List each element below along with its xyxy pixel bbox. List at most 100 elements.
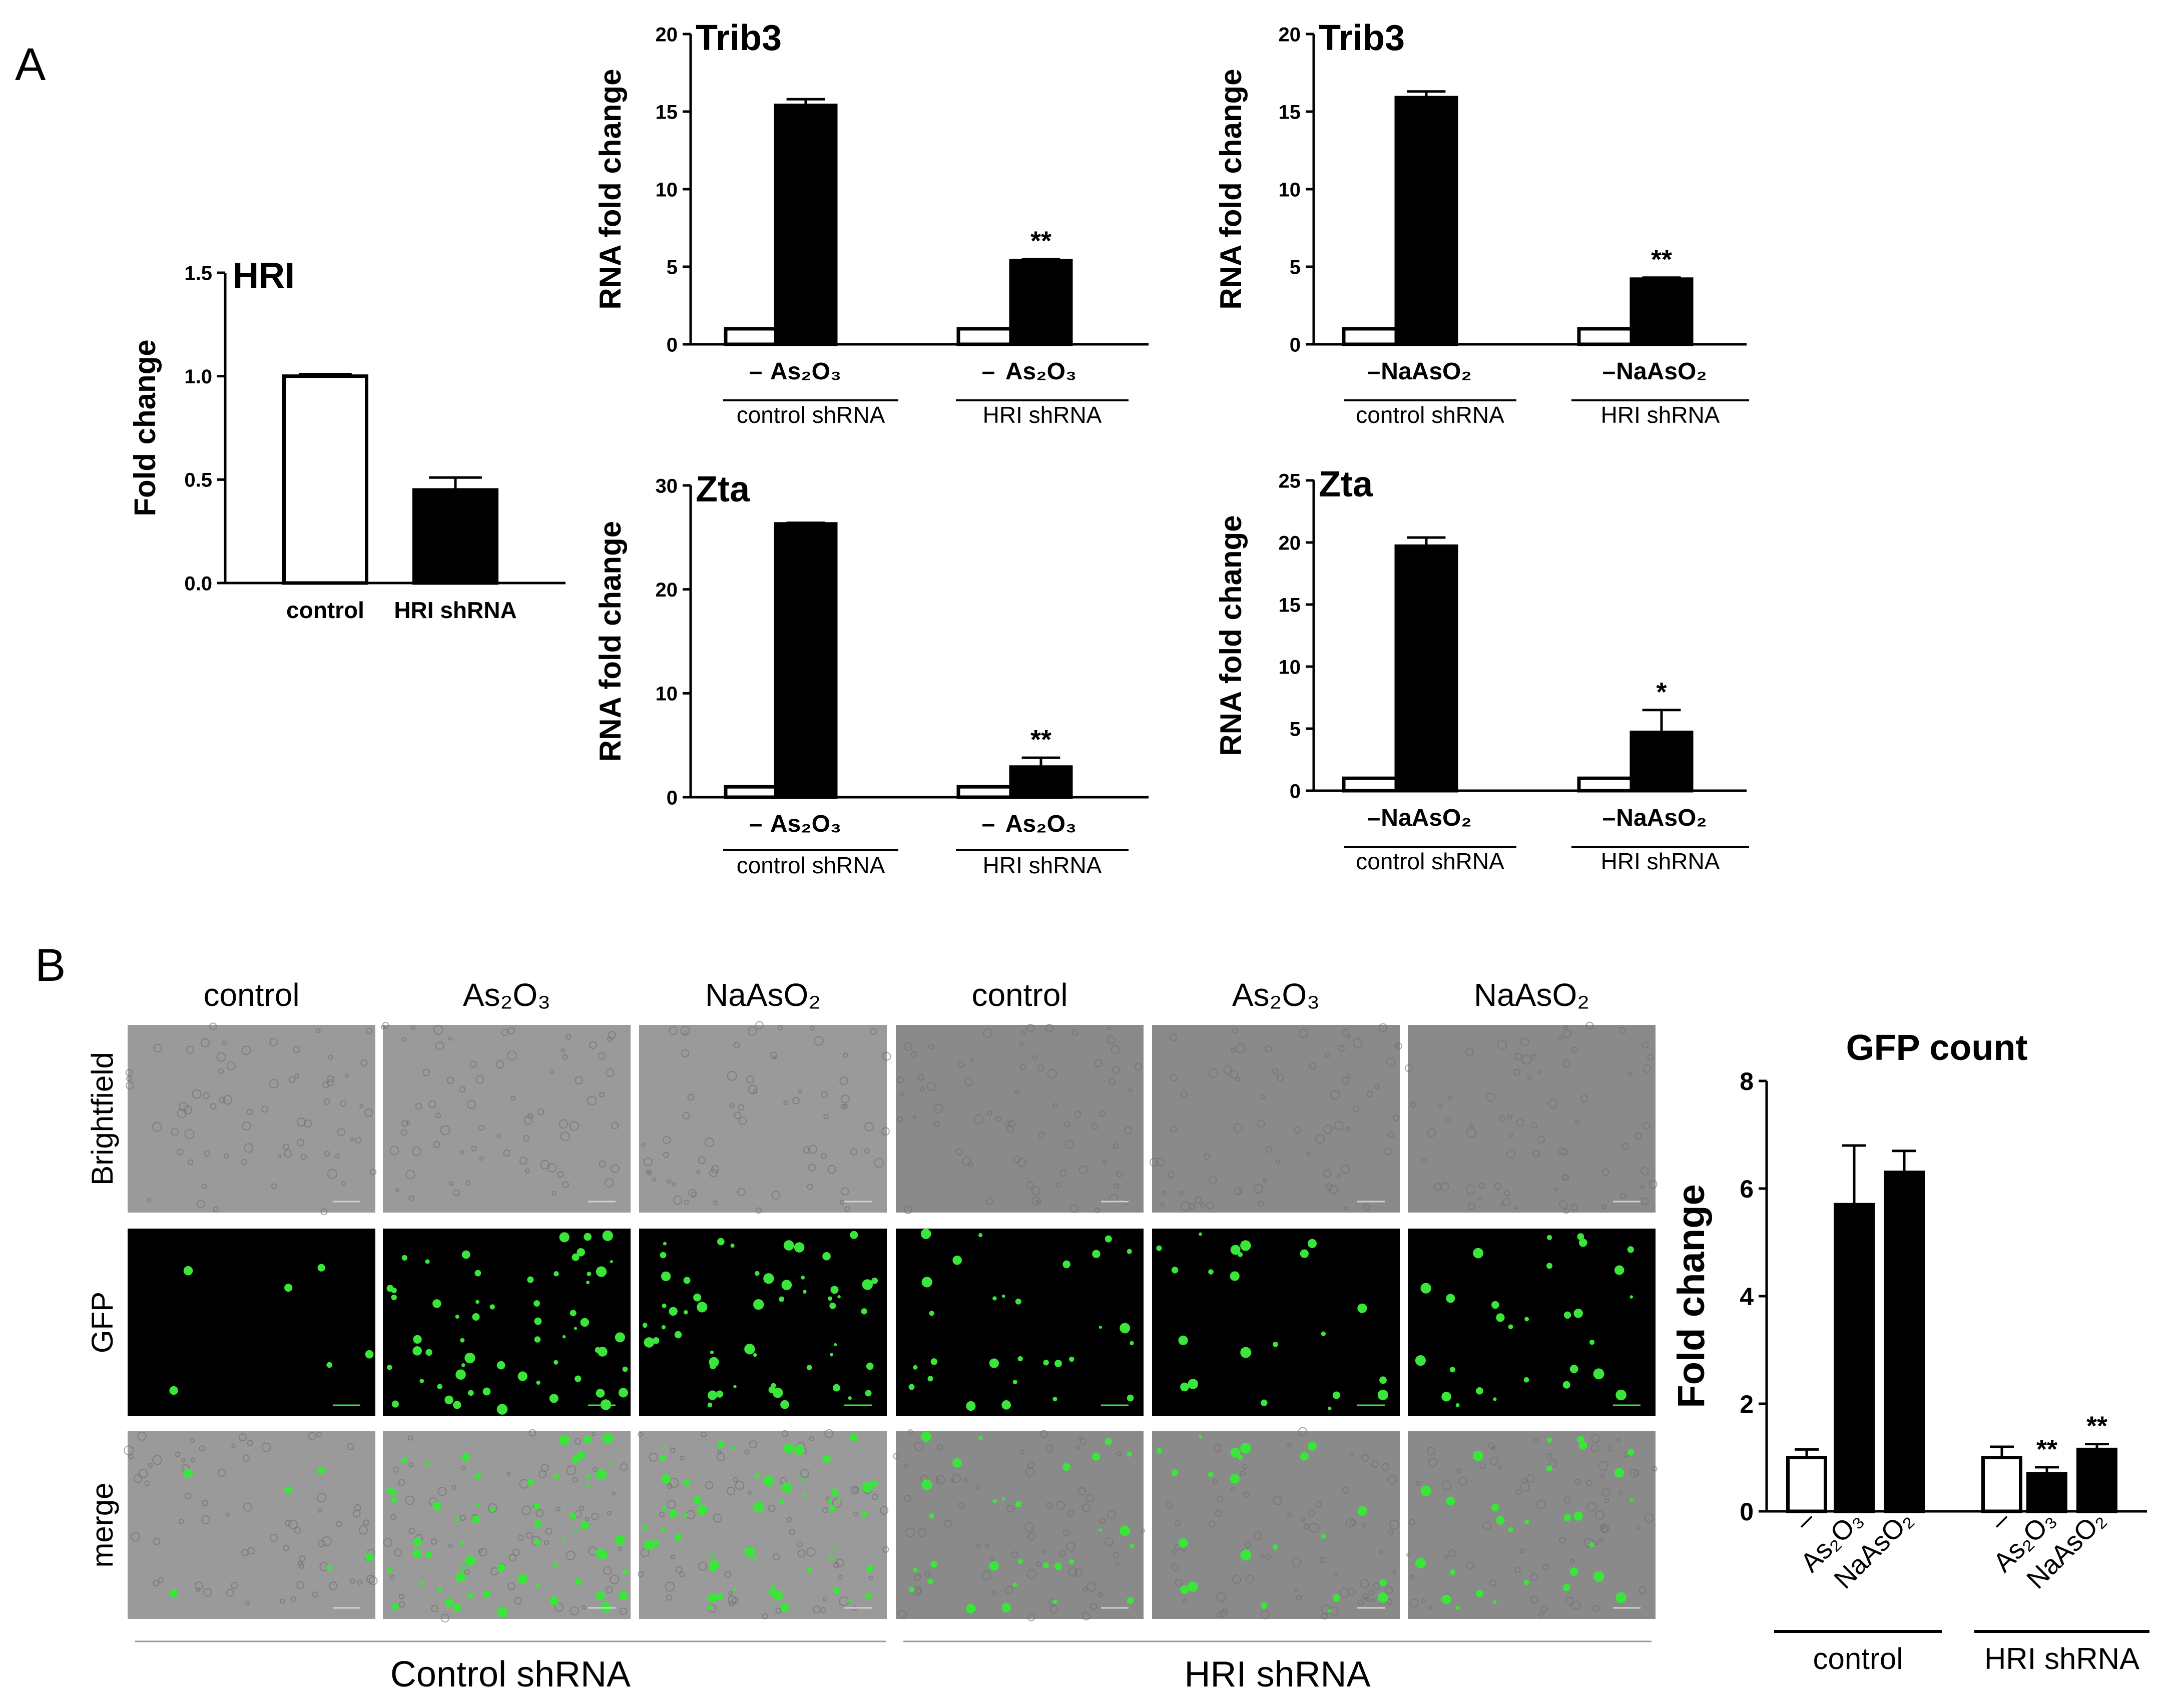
cell-outline <box>870 1028 877 1035</box>
cell-outline <box>465 1180 470 1186</box>
cell-outline <box>618 1546 623 1551</box>
cell-outline <box>1494 1183 1502 1190</box>
cell-outline <box>1315 1134 1325 1144</box>
cell-outline <box>882 1052 891 1061</box>
y-axis-label: RNA fold change <box>1214 69 1248 309</box>
gfp-cell <box>707 1402 713 1408</box>
cell-outline <box>1358 1599 1364 1606</box>
cell-outline <box>992 1590 997 1595</box>
cell-outline <box>415 1102 422 1110</box>
gfp-cell <box>1130 1341 1134 1346</box>
cell-outline <box>1031 1186 1041 1196</box>
gfp-cell <box>1273 1544 1278 1550</box>
cell-outline <box>241 1549 249 1556</box>
gfp-cell <box>913 1567 918 1572</box>
cell-outline <box>181 1458 186 1463</box>
cell-outline <box>680 1026 690 1036</box>
gfp-cell <box>1127 1597 1134 1604</box>
cell-outline <box>1344 1206 1348 1211</box>
gfp-cell <box>1546 1437 1552 1443</box>
cell-outline <box>951 1473 961 1483</box>
category-label: – <box>982 811 995 837</box>
gfp-cell <box>1441 1594 1451 1604</box>
cell-outline <box>203 1588 212 1597</box>
gfp-cell <box>1054 1562 1062 1570</box>
cell-outline <box>589 1041 597 1049</box>
cell-outline <box>1115 1561 1120 1566</box>
chart-hri: HRI Fold change 0.0 0.5 1.0 1.5 control HRI shR… <box>128 256 566 623</box>
cell-outline <box>329 1581 338 1590</box>
cell-outline <box>218 1068 224 1074</box>
gfp-cell <box>1099 1326 1102 1329</box>
cell-outline <box>1489 1579 1497 1587</box>
cell-outline <box>820 1607 827 1613</box>
row-label: Brightfield <box>86 1052 119 1186</box>
cell-outline <box>599 1160 607 1168</box>
cell-outline <box>1469 1123 1474 1128</box>
cell-outline <box>523 1135 530 1142</box>
gfp-cell <box>496 1361 505 1370</box>
gfp-cell <box>693 1496 702 1504</box>
gfp-cell <box>596 1591 605 1600</box>
gfp-cell <box>1614 1265 1624 1275</box>
cell-outline <box>1639 1586 1647 1594</box>
gfp-cell <box>533 1300 540 1307</box>
cell-outline <box>1378 1023 1388 1032</box>
bar <box>1394 96 1458 346</box>
gfp-cell <box>832 1586 840 1594</box>
gfp-cell <box>989 1358 999 1368</box>
group-label: HRI shRNA <box>1601 402 1720 428</box>
gfp-cell <box>577 1248 585 1257</box>
cell-outline <box>1640 1167 1649 1176</box>
cell-outline <box>724 1571 732 1578</box>
cell-outline <box>915 1588 922 1594</box>
gfp-cell <box>1593 1571 1604 1582</box>
cell-outline <box>1212 1479 1218 1484</box>
gfp-cell <box>1473 1450 1483 1461</box>
cell-outline <box>897 1076 904 1083</box>
micrograph-background <box>1408 1025 1656 1213</box>
cell-outline <box>839 1076 848 1085</box>
cell-outline <box>781 1430 789 1437</box>
micrograph-background <box>896 1431 1144 1619</box>
gfp-cell <box>966 1401 976 1411</box>
y-tick-label: 10 <box>1279 656 1301 678</box>
cell-outline <box>1519 1548 1525 1554</box>
gfp-cell <box>1546 1263 1553 1269</box>
cell-outline <box>914 1442 924 1451</box>
micrograph-background <box>1152 1025 1400 1213</box>
cell-outline <box>1232 1575 1242 1584</box>
cell-outline <box>244 1143 254 1153</box>
gfp-cell <box>419 1581 424 1586</box>
cell-outline <box>985 1544 990 1549</box>
group-label: HRI shRNA <box>983 852 1102 878</box>
gfp-cell <box>419 1379 424 1383</box>
cell-outline <box>1200 1203 1206 1208</box>
cell-outline <box>1114 1183 1120 1189</box>
cell-outline <box>1368 1589 1375 1595</box>
cell-outline <box>638 1432 643 1437</box>
gfp-cell <box>586 1483 590 1487</box>
cell-outline <box>1019 1064 1026 1070</box>
cell-outline <box>1571 1600 1581 1610</box>
gfp-cell <box>1105 1235 1112 1243</box>
cell-outline <box>903 1494 912 1503</box>
gfp-cell <box>674 1533 682 1541</box>
gfp-cell <box>781 1280 792 1291</box>
cell-outline <box>1102 1160 1107 1165</box>
gfp-cell <box>708 1593 718 1603</box>
cell-outline <box>1321 1612 1328 1620</box>
micrograph-background <box>639 1025 887 1213</box>
cell-outline <box>1641 1197 1649 1206</box>
chart-title: Zta <box>696 469 750 509</box>
cell-outline <box>1647 1053 1654 1060</box>
gfp-cell <box>930 1561 938 1568</box>
gfp-cell <box>575 1578 582 1585</box>
category-label: – <box>982 358 995 385</box>
gfp-cell <box>780 1602 789 1612</box>
gfp-cell <box>779 1499 785 1505</box>
micrograph-background <box>639 1229 887 1416</box>
cell-outline <box>1180 1090 1188 1097</box>
